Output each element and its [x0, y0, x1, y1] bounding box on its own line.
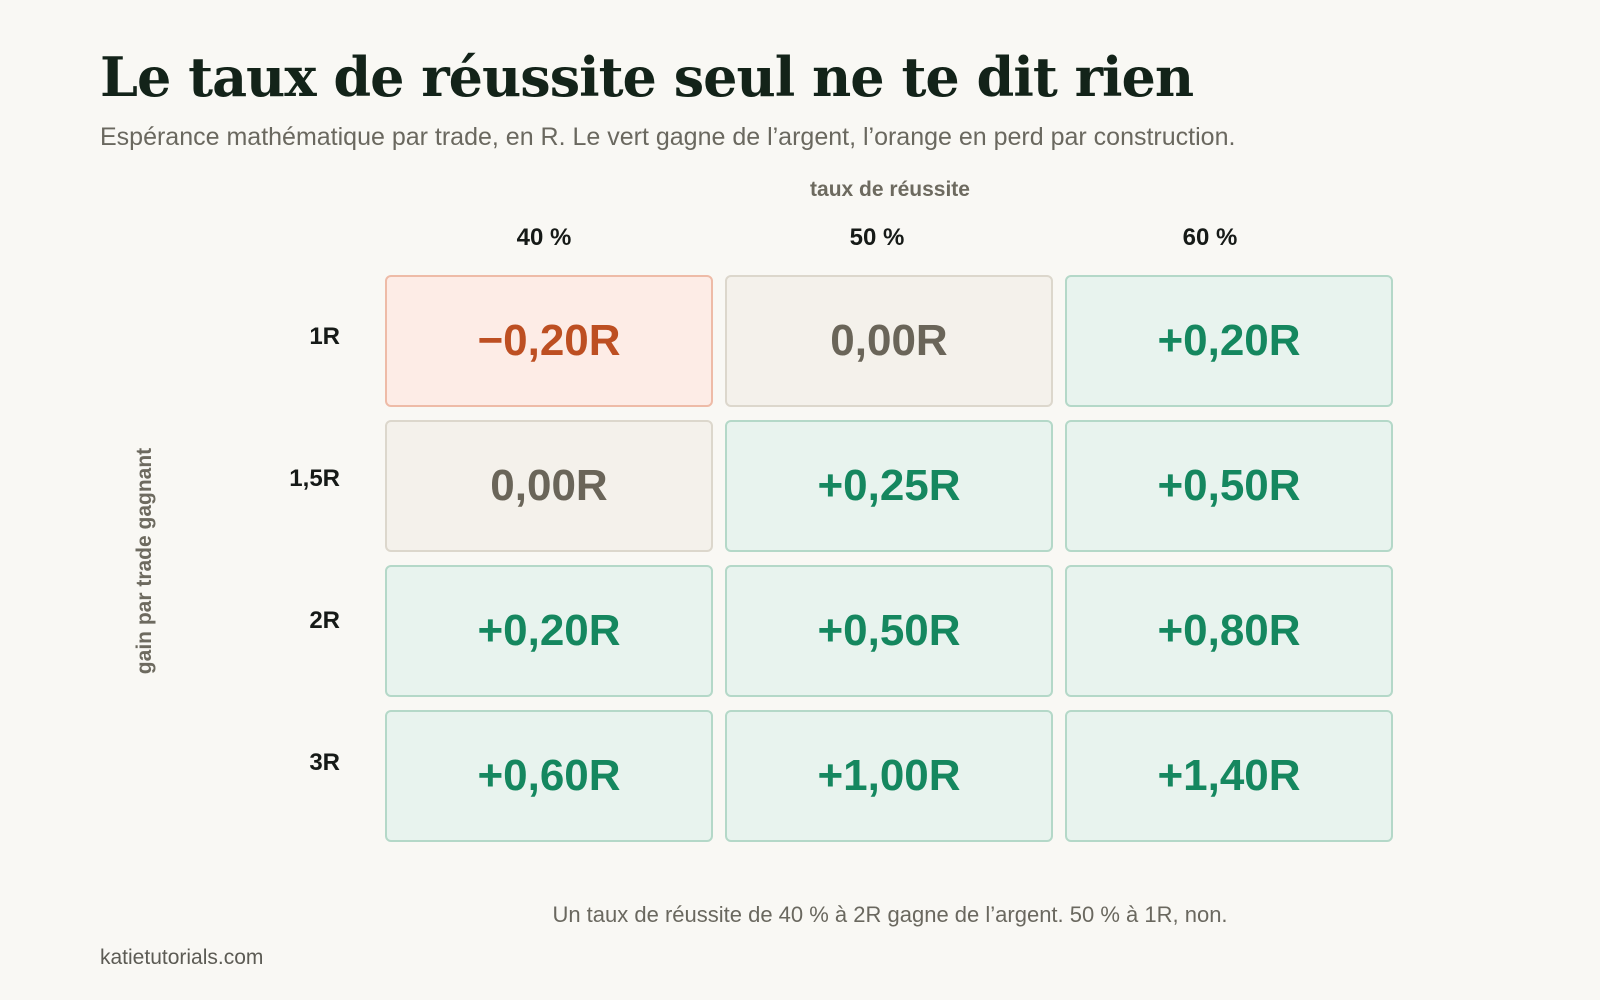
heatmap-cell: +0,80R	[1065, 565, 1393, 697]
heatmap-cell: 0,00R	[385, 420, 713, 552]
heatmap-cell: −0,20R	[385, 275, 713, 407]
column-header-40: 40 %	[516, 224, 572, 251]
column-header-60: 60 %	[1182, 224, 1238, 251]
heatmap-cell: +1,00R	[725, 710, 1053, 842]
chart-subtitle: Espérance mathématique par trade, en R. …	[100, 123, 1236, 151]
y-axis-label: gain par trade gagnant	[133, 447, 156, 675]
row-header-1-5r: 1,5R	[289, 465, 340, 492]
heatmap-cell: +0,20R	[1065, 275, 1393, 407]
column-header-50: 50 %	[849, 224, 905, 251]
heatmap-cell: +0,50R	[725, 565, 1053, 697]
row-header-1r: 1R	[309, 323, 340, 350]
row-header-2r: 2R	[309, 607, 340, 634]
chart-title: Le taux de réussite seul ne te dit rien	[100, 45, 1194, 109]
heatmap-cell: 0,00R	[725, 275, 1053, 407]
heatmap-cell: +0,20R	[385, 565, 713, 697]
heatmap-cell: +0,60R	[385, 710, 713, 842]
source-credit: katietutorials.com	[100, 946, 264, 969]
x-axis-label: taux de réussite	[810, 178, 970, 201]
heatmap-cell: +1,40R	[1065, 710, 1393, 842]
footnote: Un taux de réussite de 40 % à 2R gagne d…	[552, 902, 1228, 927]
heatmap-cell: +0,25R	[725, 420, 1053, 552]
row-header-3r: 3R	[309, 749, 340, 776]
heatmap-cell: +0,50R	[1065, 420, 1393, 552]
